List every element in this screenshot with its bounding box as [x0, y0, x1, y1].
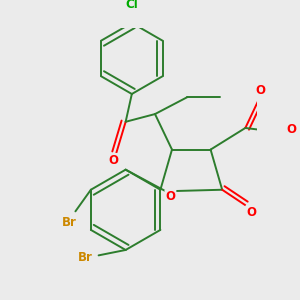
Text: O: O [256, 84, 266, 98]
Text: Cl: Cl [125, 0, 138, 11]
Text: O: O [108, 154, 118, 167]
Text: O: O [286, 123, 296, 136]
Text: Br: Br [78, 251, 93, 264]
Text: Br: Br [62, 216, 77, 229]
Text: O: O [165, 190, 176, 203]
Text: O: O [247, 206, 256, 219]
